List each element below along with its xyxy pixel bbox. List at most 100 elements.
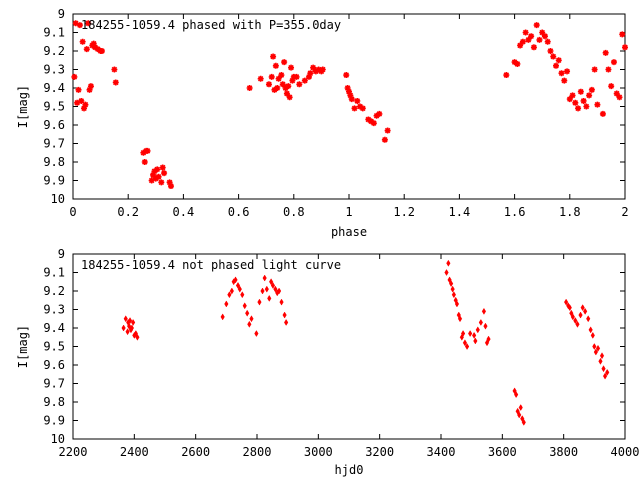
- phased-data-point: [586, 92, 593, 99]
- phased-x-tick-label: 1.6: [504, 205, 526, 219]
- unphased-data-point: [273, 285, 278, 293]
- phased-data-point: [293, 73, 300, 80]
- unphased-data-point: [575, 320, 580, 328]
- unphased-y-axis-label: I[mag]: [16, 325, 30, 368]
- phased-data-point: [616, 94, 623, 101]
- unphased-data-point: [601, 365, 606, 373]
- unphased-data-point: [598, 357, 603, 365]
- phased-data-point: [285, 83, 292, 90]
- phased-data-point: [289, 77, 296, 84]
- phased-y-axis-label: I[mag]: [16, 85, 30, 128]
- unphased-light-curve-panel: 2200 2400 2600 2800 3000 3200 3400 3600 3800 4000…: [16, 247, 639, 477]
- unphased-data-point: [457, 315, 463, 323]
- phased-data-point: [275, 75, 282, 82]
- phased-data-point: [257, 75, 264, 82]
- unphased-data-point: [460, 330, 466, 338]
- phased-data-point: [166, 179, 173, 186]
- unphased-data-point: [125, 328, 130, 336]
- unphased-data-point: [284, 318, 289, 326]
- phased-data-point: [78, 97, 85, 104]
- unphased-x-tick-label: 3200: [365, 445, 394, 459]
- unphased-data-point: [257, 298, 262, 306]
- phased-x-tick-label: 1.8: [559, 205, 581, 219]
- phased-data-point: [141, 159, 148, 165]
- phased-data-point: [580, 97, 587, 104]
- unphased-data-point: [473, 337, 478, 345]
- phased-data-point: [348, 96, 355, 103]
- phased-data-point: [594, 101, 601, 108]
- phased-data-point: [376, 110, 383, 117]
- unphased-data-point: [249, 315, 254, 323]
- phased-data-point: [558, 70, 565, 77]
- phased-data-point: [151, 168, 158, 175]
- unphased-y-tick-label: 9.9: [43, 414, 65, 428]
- phased-data-point: [519, 38, 526, 45]
- phased-data-point: [112, 79, 119, 86]
- phased-data-point: [528, 33, 535, 40]
- unphased-data-point: [227, 291, 232, 299]
- unphased-data-point: [517, 411, 522, 419]
- phased-data-point: [282, 85, 289, 91]
- unphased-x-tick-label: 2200: [59, 445, 88, 459]
- unphased-data-point: [573, 317, 578, 325]
- phased-data-point: [373, 112, 380, 119]
- unphased-data-point: [570, 313, 575, 321]
- phased-y-tick-label: 9.2: [43, 44, 65, 58]
- unphased-data-point: [586, 315, 591, 323]
- phased-data-point: [550, 53, 557, 60]
- unphased-data-point: [564, 298, 569, 306]
- phased-data-point: [85, 20, 92, 27]
- phased-data-point: [140, 149, 147, 156]
- phased-data-point: [148, 177, 155, 184]
- phased-data-point: [347, 92, 354, 99]
- unphased-data-point: [121, 324, 126, 332]
- phased-data-point: [301, 77, 308, 84]
- phased-data-point: [76, 22, 83, 29]
- phased-data-point: [357, 103, 364, 110]
- phased-data-point: [591, 66, 598, 73]
- unphased-data-point: [240, 291, 245, 299]
- unphased-data-point: [580, 304, 585, 312]
- phased-data-point: [82, 101, 89, 108]
- unphased-data-point: [245, 309, 250, 317]
- unphased-data-point: [583, 307, 588, 315]
- unphased-data-point: [233, 276, 238, 284]
- phased-data-point: [344, 85, 351, 91]
- phased-data-point: [613, 90, 620, 97]
- phased-data-point: [566, 96, 573, 103]
- phased-data-point: [503, 72, 510, 79]
- phased-data-point: [144, 147, 151, 154]
- phased-data-point: [315, 66, 322, 73]
- unphased-data-point: [237, 285, 242, 293]
- unphased-data-point: [242, 302, 247, 310]
- phased-data-point: [271, 86, 278, 93]
- unphased-data-point: [599, 352, 605, 360]
- unphased-data-point: [449, 280, 454, 288]
- unphased-data-point: [264, 285, 269, 293]
- phased-data-point: [310, 64, 317, 71]
- phased-y-tick-label: 9.6: [43, 118, 65, 132]
- unphased-y-tick-label: 9.8: [43, 395, 65, 409]
- phased-data-point: [610, 59, 617, 66]
- phased-data-point: [555, 57, 562, 64]
- phased-y-tick-label: 9.9: [43, 174, 65, 188]
- unphased-x-tick-label: 3600: [488, 445, 517, 459]
- phased-data-point: [265, 81, 272, 88]
- unphased-x-tick-label: 3000: [304, 445, 333, 459]
- phased-data-point: [270, 53, 277, 60]
- phased-data-point: [83, 46, 90, 53]
- phased-data-point: [384, 127, 391, 134]
- phased-data-point: [155, 173, 162, 180]
- unphased-y-tick-label: 10: [51, 432, 65, 446]
- unphased-data-point: [235, 281, 241, 289]
- unphased-x-tick-label: 3400: [427, 445, 456, 459]
- unphased-x-tick-label: 2600: [181, 445, 210, 459]
- phased-data-point: [354, 97, 361, 104]
- phased-data-point: [577, 88, 584, 95]
- phased-data-point: [274, 85, 281, 91]
- phased-x-tick-label: 0.4: [173, 205, 195, 219]
- phased-data-point: [359, 105, 366, 112]
- unphased-data-point: [521, 418, 526, 426]
